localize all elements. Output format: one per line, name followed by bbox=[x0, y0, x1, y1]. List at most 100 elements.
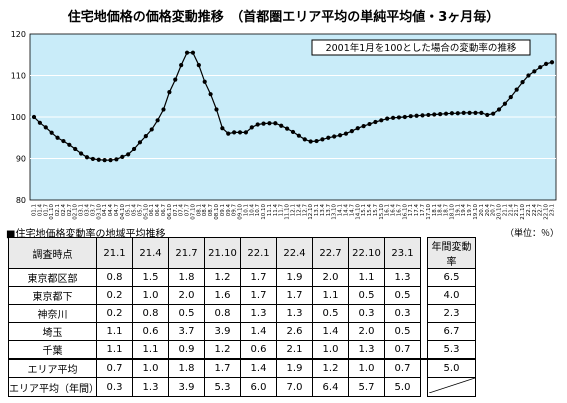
data-point bbox=[279, 123, 284, 128]
x-tick-label: 10.7 bbox=[255, 204, 261, 217]
x-tick-label: 14.7 bbox=[349, 204, 355, 217]
x-tick-label: 18.4 bbox=[438, 204, 444, 217]
data-point bbox=[149, 127, 154, 132]
x-tick-label: 03.1 bbox=[79, 204, 85, 216]
column-header: 22.10 bbox=[348, 237, 385, 269]
row-label: エリア平均（年間） bbox=[8, 377, 99, 397]
x-tick-label: 12.7 bbox=[302, 204, 308, 217]
x-tick-label: 08.1 bbox=[196, 204, 202, 216]
data-point bbox=[467, 110, 472, 115]
y-tick-label: 110 bbox=[11, 72, 26, 81]
x-tick-label: 11.1 bbox=[267, 204, 273, 216]
x-tick-label: 15.1 bbox=[361, 204, 367, 216]
data-point bbox=[514, 87, 519, 92]
x-tick-label: 04.10 bbox=[120, 204, 126, 220]
annual-rate-cell: 6.7 bbox=[427, 322, 476, 341]
table-cell: 0.5 bbox=[348, 286, 385, 305]
table-cell: 6.4 bbox=[312, 377, 349, 397]
data-point bbox=[379, 118, 384, 123]
column-header: 21.1 bbox=[96, 237, 133, 269]
x-tick-label: 11.4 bbox=[273, 204, 279, 217]
data-point bbox=[520, 80, 525, 85]
data-point bbox=[526, 73, 531, 78]
data-point bbox=[214, 107, 219, 112]
x-tick-label: 15.7 bbox=[373, 204, 379, 217]
x-tick-label: 12.4 bbox=[296, 204, 302, 217]
column-header: 21.10 bbox=[204, 237, 241, 269]
x-tick-label: 13.1 bbox=[314, 204, 320, 216]
table-cell: 0.7 bbox=[384, 358, 421, 378]
x-tick-label: 16.1 bbox=[385, 204, 391, 216]
data-point bbox=[61, 138, 66, 144]
data-point bbox=[243, 130, 249, 135]
y-axis-ticks: 80 90 100 110 120 bbox=[11, 30, 26, 205]
data-point bbox=[190, 50, 196, 55]
x-tick-label: 09.10 bbox=[238, 204, 244, 220]
table-cell: 1.4 bbox=[312, 322, 349, 341]
data-point bbox=[161, 107, 166, 112]
x-tick-label: 14.1 bbox=[338, 204, 344, 216]
table-cell: 1.1 bbox=[96, 340, 133, 360]
data-point bbox=[367, 121, 372, 127]
table-cell: 6.0 bbox=[240, 377, 277, 397]
x-tick-label: 17.10 bbox=[426, 204, 432, 220]
x-tick-label: 02.10 bbox=[73, 204, 79, 220]
data-point bbox=[443, 111, 449, 116]
table-cell: 0.3 bbox=[384, 304, 421, 323]
x-tick-label: 17.4 bbox=[414, 204, 420, 217]
x-tick-label: 14.10 bbox=[355, 204, 361, 220]
x-tick-label: 12.10 bbox=[308, 204, 314, 220]
x-tick-label: 03.10 bbox=[96, 204, 102, 220]
table-cell: 1.2 bbox=[204, 268, 241, 287]
table-cell: 1.7 bbox=[240, 286, 277, 305]
x-tick-label: 20.10 bbox=[497, 204, 503, 220]
table-row: 千葉 1.1 1.1 0.9 1.2 0.6 2.1 1.0 1.3 0.7 5.3 bbox=[8, 340, 476, 360]
table-cell: 2.0 bbox=[312, 268, 349, 287]
x-tick-label: 18.1 bbox=[432, 204, 438, 216]
data-point bbox=[249, 125, 254, 130]
x-tick-label: 20.7 bbox=[491, 204, 497, 217]
x-tick-label: 05.7 bbox=[137, 204, 143, 217]
column-gap bbox=[420, 237, 428, 269]
x-tick-label: 09.7 bbox=[232, 204, 238, 217]
table-cell: 0.7 bbox=[96, 358, 133, 378]
x-tick-label: 02.1 bbox=[55, 204, 61, 216]
table-cell: 0.6 bbox=[132, 322, 169, 341]
annual-rate-cell: 5.3 bbox=[427, 340, 476, 360]
column-header: 21.7 bbox=[168, 237, 205, 269]
data-point bbox=[479, 110, 484, 115]
table-cell: 1.8 bbox=[168, 358, 205, 378]
x-tick-label: 01.10 bbox=[49, 204, 55, 220]
x-tick-label: 09.1 bbox=[220, 204, 226, 216]
x-tick-label: 21.7 bbox=[514, 204, 520, 217]
x-tick-label: 13.4 bbox=[320, 204, 326, 217]
x-tick-label: 23.1 bbox=[550, 204, 556, 216]
data-point bbox=[373, 119, 378, 125]
table-title: ■住宅地価格変動率の地域平均推移 bbox=[6, 229, 166, 240]
data-point bbox=[102, 158, 107, 163]
table-cell: 1.7 bbox=[240, 268, 277, 287]
x-tick-label: 11.10 bbox=[285, 204, 291, 220]
table-cell: 1.3 bbox=[348, 340, 385, 360]
x-tick-label: 17.1 bbox=[408, 204, 414, 216]
data-point bbox=[31, 114, 37, 120]
data-point bbox=[143, 133, 148, 139]
x-tick-label: 08.10 bbox=[214, 204, 220, 220]
table-row: 東京都下 0.2 1.0 2.0 1.6 1.7 1.7 1.1 0.5 0.5 4.0 bbox=[8, 286, 476, 305]
header-survey-point: 調査時点 bbox=[8, 237, 97, 269]
x-tick-label: 20.1 bbox=[479, 204, 485, 216]
data-point bbox=[390, 115, 396, 120]
data-point bbox=[196, 63, 201, 68]
data-point bbox=[420, 113, 425, 118]
x-tick-label: 05.4 bbox=[132, 204, 138, 217]
x-tick-label: 07.4 bbox=[179, 204, 185, 217]
table-cell: 0.3 bbox=[96, 377, 133, 397]
data-point bbox=[173, 77, 178, 82]
table-row: 埼玉 1.1 0.6 3.7 3.9 1.4 2.6 1.4 2.0 0.5 6.7 bbox=[8, 322, 476, 341]
x-tick-label: 06.10 bbox=[167, 204, 173, 220]
data-point bbox=[337, 133, 343, 138]
annual-rate-cell: 2.3 bbox=[427, 304, 476, 323]
row-label: エリア平均 bbox=[8, 358, 97, 378]
data-point bbox=[43, 125, 48, 130]
data-point bbox=[385, 116, 390, 121]
